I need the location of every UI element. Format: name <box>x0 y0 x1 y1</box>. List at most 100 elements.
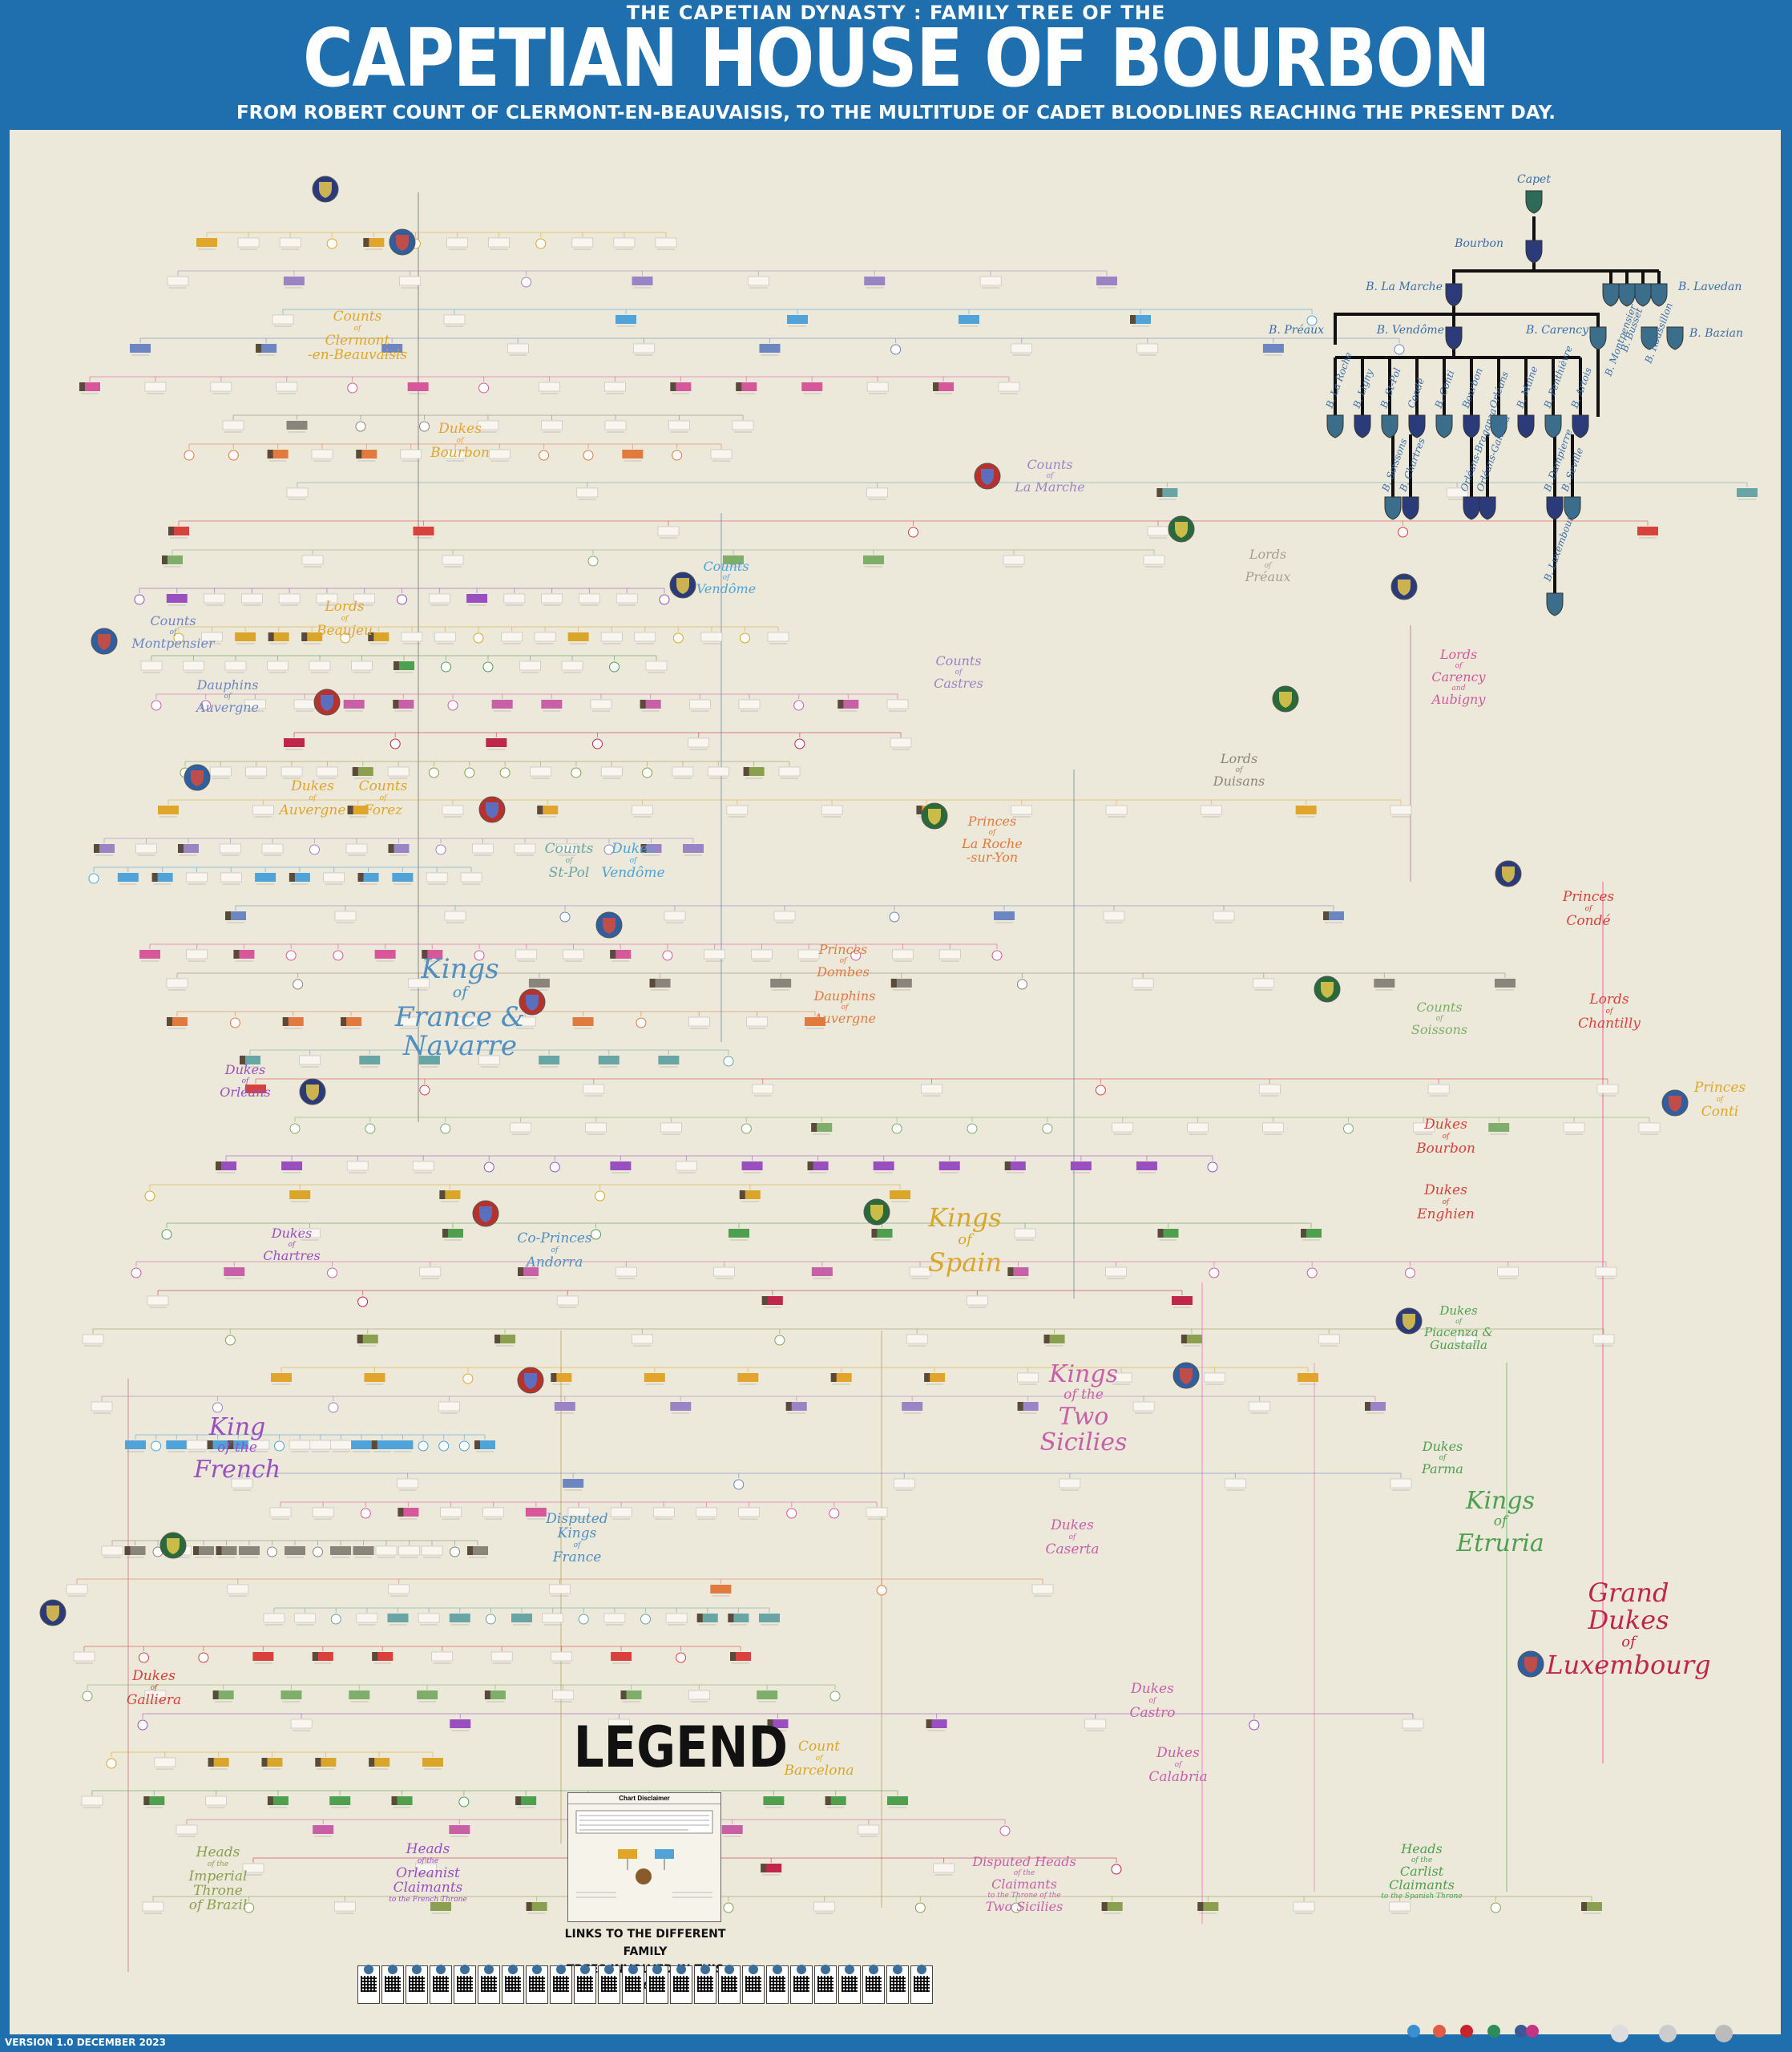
branch-label-line: Bourbon <box>1415 1141 1475 1157</box>
tree-count-circle <box>327 1267 338 1278</box>
family-tree-qr-link[interactable] <box>742 1965 765 2004</box>
tree-person-box <box>267 1796 289 1805</box>
family-tree-qr-link[interactable] <box>574 1965 596 2004</box>
family-tree-qr-link[interactable] <box>381 1965 404 2004</box>
tree-person-box <box>478 1055 500 1065</box>
family-tree-qr-link[interactable] <box>598 1965 620 2004</box>
tree-portrait <box>289 873 295 882</box>
tree-person-box <box>341 1017 362 1026</box>
family-tree-qr-links[interactable] <box>357 1965 934 2014</box>
tree-person-box <box>583 1084 605 1094</box>
family-tree-qr-link[interactable] <box>406 1965 428 2004</box>
tree-person-box <box>489 449 511 459</box>
tree-person-box <box>351 1440 373 1449</box>
tree-count-circle <box>419 421 430 432</box>
family-tree-qr-link[interactable] <box>814 1965 837 2004</box>
tree-count-circle <box>640 1614 651 1625</box>
tree-count-circle <box>144 1190 155 1202</box>
deviantart-icon[interactable] <box>1487 2025 1500 2038</box>
family-tree-qr-link[interactable] <box>357 1965 380 2004</box>
tree-person-box <box>154 1757 176 1767</box>
tree-count-circle <box>309 844 320 855</box>
tree-portrait <box>767 1719 773 1728</box>
branch-label-line: of <box>457 437 465 445</box>
coat-of-arms-icon <box>1390 573 1418 600</box>
branch-label-line: Galliera <box>127 1692 181 1708</box>
poster-header: THE CAPETIAN DYNASTY : FAMILY TREE OF TH… <box>0 0 1792 128</box>
qr-code-icon <box>385 1976 401 1992</box>
tree-count-circle <box>88 873 99 884</box>
tree-person-box <box>866 382 889 392</box>
tree-person-box <box>926 1719 947 1728</box>
tree-person-box <box>488 237 510 248</box>
family-tree-qr-link[interactable] <box>670 1965 692 2004</box>
tree-person-box <box>633 343 655 353</box>
tree-portrait <box>267 1796 273 1805</box>
tree-person-box <box>438 1401 460 1412</box>
tree-person-box <box>652 1507 675 1517</box>
tree-person-box <box>1157 1229 1179 1238</box>
family-tree-qr-link[interactable] <box>886 1965 909 2004</box>
family-tree-qr-link[interactable] <box>478 1965 500 2004</box>
branch-label-forez: Counts of Forez <box>359 778 408 818</box>
tree-portrait <box>1004 1161 1011 1170</box>
family-tree-qr-link[interactable] <box>862 1965 885 2004</box>
qr-code-icon <box>649 1976 665 1992</box>
tree-person-box <box>245 766 268 777</box>
tree-count-circle <box>829 1508 840 1519</box>
overview-shield-icon <box>1408 414 1426 438</box>
family-tree-qr-link[interactable] <box>430 1965 452 2004</box>
tree-count-circle <box>591 1229 601 1240</box>
tree-portrait <box>261 1758 268 1767</box>
branch-label-line: Lords <box>1220 751 1257 766</box>
branch-label-line: Auvergne <box>812 1011 876 1026</box>
tree-person-box <box>415 1863 437 1873</box>
tree-portrait <box>871 1229 878 1238</box>
family-tree-qr-link[interactable] <box>526 1965 548 2004</box>
family-tree-qr-link[interactable] <box>766 1965 789 2004</box>
tree-person-box <box>1103 911 1125 921</box>
family-tree-qr-link[interactable] <box>790 1965 813 2004</box>
instagram-icon[interactable] <box>1526 2025 1539 2038</box>
branch-label-line: Navarre <box>402 1030 517 1062</box>
family-tree-qr-link[interactable] <box>910 1965 933 2004</box>
tree-person-box <box>743 767 765 776</box>
house-crest-icon <box>652 1965 662 1974</box>
tree-person-box <box>1204 1372 1225 1383</box>
patreon-icon[interactable] <box>1433 2025 1446 2038</box>
branch-label-line: Counts <box>545 841 594 857</box>
tree-person-box <box>778 766 801 777</box>
pinterest-icon[interactable] <box>1460 2025 1473 2038</box>
tree-person-box <box>309 660 331 671</box>
branch-label-vendome: Counts of Vendôme <box>696 559 756 596</box>
branch-label-line: of <box>1236 766 1244 774</box>
family-tree-qr-link[interactable] <box>550 1965 572 2004</box>
tree-person-box <box>269 1507 292 1517</box>
family-tree-qr-link[interactable] <box>838 1965 861 2004</box>
tree-person-box <box>563 949 584 959</box>
house-crest-icon <box>436 1965 446 1974</box>
branch-label-line: Grand <box>1588 1577 1669 1608</box>
family-tree-qr-link[interactable] <box>622 1965 644 2004</box>
tree-person-box <box>938 949 961 959</box>
family-tree-qr-link[interactable] <box>718 1965 741 2004</box>
house-crest-icon <box>749 1965 758 1974</box>
tree-count-circle <box>285 950 297 961</box>
house-crest-icon <box>556 1965 566 1974</box>
tree-portrait <box>1301 1229 1306 1238</box>
overview-label-vendome: B. Vendôme <box>1376 324 1444 337</box>
tree-person-box <box>343 700 365 709</box>
family-tree-qr-link[interactable] <box>694 1965 716 2004</box>
tree-person-box <box>866 487 888 498</box>
tree-person-box <box>526 1902 547 1911</box>
family-tree-qr-link[interactable] <box>454 1965 476 2004</box>
family-tree-qr-link[interactable] <box>502 1965 524 2004</box>
facebook-icon[interactable] <box>1515 2025 1528 2038</box>
family-tree-qr-link[interactable] <box>646 1965 668 2004</box>
tree-person-box <box>721 1825 743 1834</box>
globe-icon[interactable] <box>1407 2025 1420 2038</box>
tree-person-box <box>873 1161 894 1170</box>
partner-logo-1-icon <box>1611 2025 1629 2042</box>
tree-person-box <box>655 237 677 248</box>
